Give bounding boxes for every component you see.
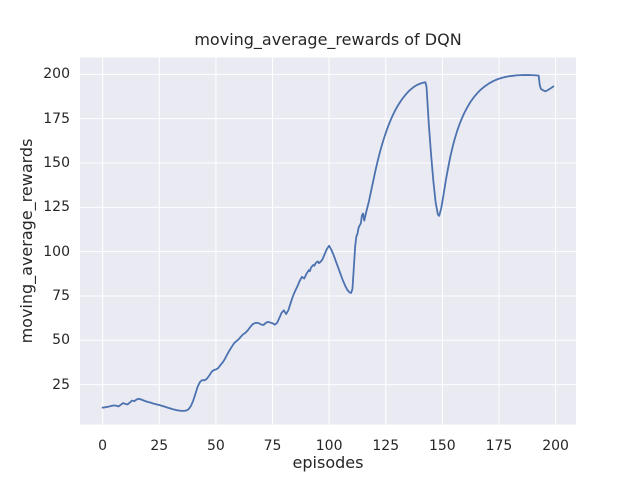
x-tick-label: 125 (372, 438, 400, 454)
y-tick-label: 75 (52, 287, 70, 304)
y-tick-label: 200 (43, 66, 70, 83)
y-tick-label: 50 (52, 332, 70, 349)
x-tick-label: 150 (428, 438, 456, 454)
x-tick-label: 175 (485, 438, 513, 454)
x-tick-label: 75 (263, 438, 282, 454)
y-tick-label: 150 (43, 154, 70, 171)
x-tick-label: 100 (315, 438, 343, 454)
y-tick-label: 175 (43, 110, 70, 127)
reward-line (101, 74, 555, 412)
x-tick-label: 50 (206, 438, 225, 454)
x-tick-label: 25 (150, 438, 169, 454)
chart-title: moving_average_rewards of DQN (194, 30, 462, 49)
y-tick-label: 25 (52, 376, 70, 393)
x-axis-label: episodes (292, 453, 364, 472)
axes-background (80, 57, 576, 425)
x-tick-label: 0 (98, 438, 108, 454)
x-tick-label: 200 (542, 438, 569, 454)
y-tick-label: 100 (43, 243, 70, 260)
y-tick-label: 125 (43, 199, 70, 216)
